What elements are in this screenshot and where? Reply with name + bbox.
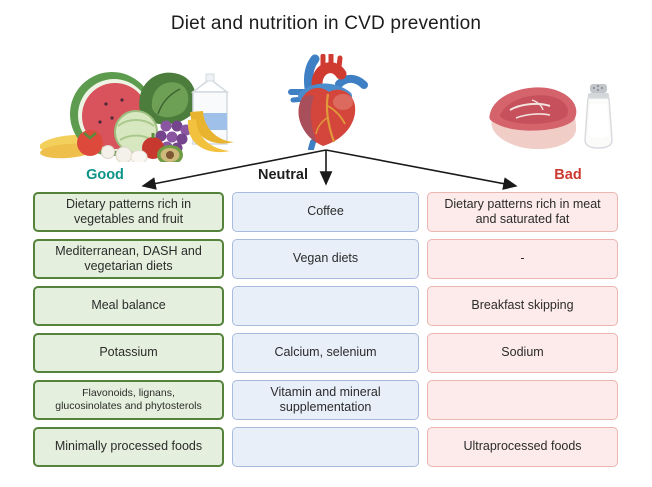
bad-cell-3: Breakfast skipping	[427, 286, 618, 326]
good-cell-3: Meal balance	[33, 286, 224, 326]
neutral-cell-6	[232, 427, 419, 467]
egg-icon	[130, 150, 148, 162]
column-header-neutral: Neutral	[258, 167, 308, 183]
bananas-icon	[187, 111, 234, 153]
good-cell-6: Minimally processed foods	[33, 427, 224, 467]
good-cell-5: Flavonoids, lignans, glucosinolates and …	[33, 380, 224, 420]
bad-cell-4: Sodium	[427, 333, 618, 373]
bad-cell-5	[427, 380, 618, 420]
good-cell-2: Mediterranean, DASH and vegetarian diets	[33, 239, 224, 279]
neutral-cell-3	[232, 286, 419, 326]
meat-salt-illustration	[489, 84, 613, 150]
neutral-cell-1: Coffee	[232, 192, 419, 232]
heart-illustration	[288, 54, 368, 150]
column-header-good: Good	[86, 167, 124, 183]
good-cell-4: Potassium	[33, 333, 224, 373]
bad-cell-2: -	[427, 239, 618, 279]
fruits-vegetables-illustration	[40, 72, 234, 162]
tomato-icon	[77, 130, 103, 156]
heart-body	[298, 87, 356, 146]
garlic-icon	[101, 145, 133, 162]
bad-cell-1: Dietary patterns rich in meat and satura…	[427, 192, 618, 232]
page-title: Diet and nutrition in CVD prevention	[170, 13, 482, 34]
good-cell-1: Dietary patterns rich in vegetables and …	[33, 192, 224, 232]
steak-icon	[489, 87, 577, 150]
salt-shaker-icon	[584, 84, 613, 149]
neutral-cell-5: Vitamin and mineral supplementation	[232, 380, 419, 420]
bad-cell-6: Ultraprocessed foods	[427, 427, 618, 467]
column-header-bad: Bad	[554, 167, 582, 183]
neutral-cell-4: Calcium, selenium	[232, 333, 419, 373]
leafy-greens-icon	[139, 72, 197, 125]
neutral-cell-2: Vegan diets	[232, 239, 419, 279]
